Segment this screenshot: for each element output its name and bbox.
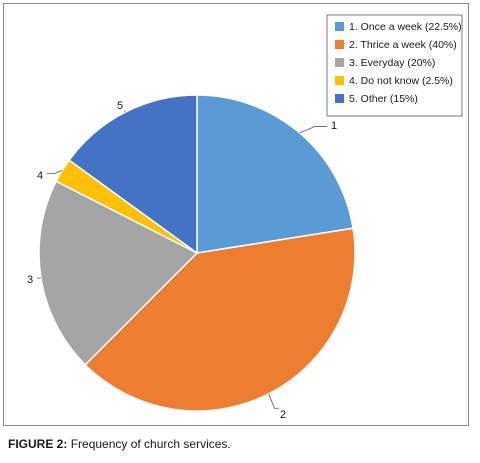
leader-line-5 xyxy=(124,110,126,113)
figure-caption: FIGURE 2: Frequency of church services. xyxy=(8,437,231,451)
leader-line-2 xyxy=(268,393,279,409)
slice-label-2: 2 xyxy=(280,409,286,421)
slice-label-3: 3 xyxy=(27,274,33,286)
leader-lines-layer xyxy=(36,110,328,409)
leader-line-4 xyxy=(46,170,63,174)
leader-line-1 xyxy=(299,126,328,134)
legend-label-2: 2. Thrice a week (40%) xyxy=(349,39,457,51)
legend-swatch-3 xyxy=(335,58,344,67)
legend-label-4: 4. Do not know (2.5%) xyxy=(349,75,453,87)
pie-slice-3 xyxy=(38,180,199,366)
slice-label-5: 5 xyxy=(117,100,123,112)
pie-chart: 1 2 3 4 5 1. Once a week (22.5%) 2. Thrice a … xyxy=(27,14,463,421)
legend-swatch-2 xyxy=(335,40,344,49)
pie-slice-1 xyxy=(196,94,354,254)
legend-swatch-4 xyxy=(335,76,344,85)
pie-slice-5 xyxy=(68,94,198,255)
legend-swatch-1 xyxy=(335,22,344,31)
caption-text: Frequency of church services. xyxy=(70,437,231,451)
caption-label: FIGURE 2: xyxy=(8,437,68,451)
slice-label-4: 4 xyxy=(37,170,43,182)
legend: 1. Once a week (22.5%) 2. Thrice a week (… xyxy=(326,14,463,117)
legend-label-3: 3. Everyday (20%) xyxy=(349,57,435,69)
legend-label-5: 5. Other (15%) xyxy=(349,93,418,105)
chart-frame: 1 2 3 4 5 1. Once a week (22.5%) 2. Thrice a … xyxy=(3,3,469,426)
slice-labels-layer: 1 2 3 4 5 xyxy=(27,100,337,421)
slice-label-1: 1 xyxy=(331,120,337,132)
legend-swatch-5 xyxy=(335,94,344,103)
legend-box xyxy=(326,14,463,117)
slices-layer xyxy=(38,94,356,412)
legend-label-1: 1. Once a week (22.5%) xyxy=(349,21,462,33)
